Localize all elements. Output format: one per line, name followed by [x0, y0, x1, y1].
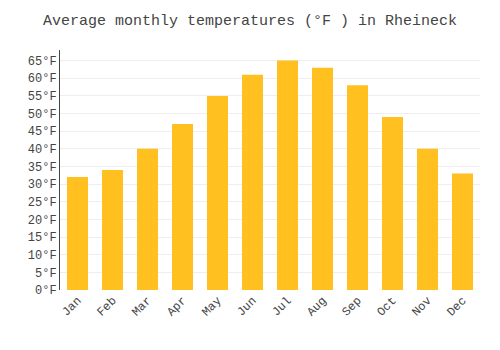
- svg-text:5°F: 5°F: [35, 267, 57, 281]
- svg-text:40°F: 40°F: [28, 143, 57, 157]
- svg-text:35°F: 35°F: [28, 161, 57, 175]
- svg-text:10°F: 10°F: [28, 249, 57, 263]
- svg-text:20°F: 20°F: [28, 214, 57, 228]
- svg-text:60°F: 60°F: [28, 72, 57, 86]
- svg-text:15°F: 15°F: [28, 231, 57, 245]
- svg-text:Oct: Oct: [374, 294, 399, 319]
- svg-text:Average monthly temperatures (: Average monthly temperatures (°F ) in Rh…: [43, 13, 457, 30]
- svg-text:50°F: 50°F: [28, 108, 57, 122]
- svg-text:55°F: 55°F: [28, 90, 57, 104]
- svg-text:Dec: Dec: [444, 294, 469, 319]
- svg-text:Jun: Jun: [234, 294, 259, 319]
- svg-text:Apr: Apr: [164, 294, 189, 319]
- svg-text:Nov: Nov: [409, 294, 434, 319]
- svg-text:25°F: 25°F: [28, 196, 57, 210]
- svg-text:May: May: [199, 294, 224, 319]
- svg-text:Feb: Feb: [94, 294, 119, 319]
- svg-text:65°F: 65°F: [28, 55, 57, 69]
- svg-text:30°F: 30°F: [28, 178, 57, 192]
- svg-text:Aug: Aug: [304, 294, 329, 319]
- svg-text:Jan: Jan: [59, 294, 84, 319]
- svg-text:Mar: Mar: [129, 294, 154, 319]
- svg-text:Jul: Jul: [269, 294, 294, 319]
- svg-text:45°F: 45°F: [28, 125, 57, 139]
- svg-text:Sep: Sep: [339, 294, 364, 319]
- svg-text:0°F: 0°F: [35, 284, 57, 298]
